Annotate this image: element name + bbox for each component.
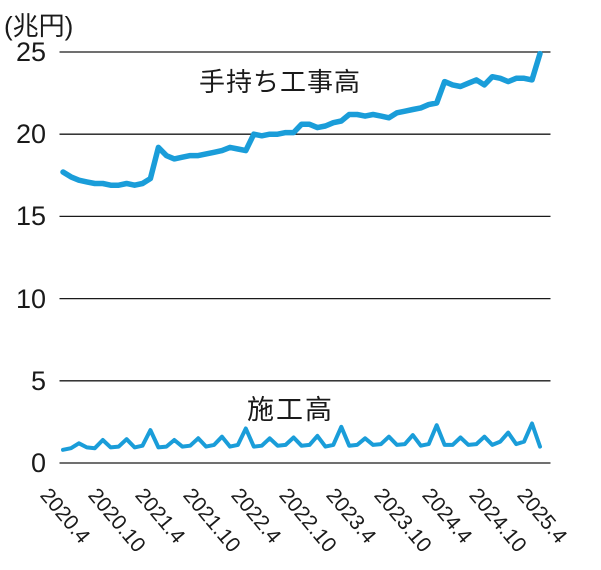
y-axis-unit-label: (兆円)	[4, 11, 74, 41]
series-label-backlog: 手持ち工事高	[199, 67, 362, 97]
y-tick-label-15: 15	[15, 201, 46, 232]
y-tick-label-25: 25	[15, 37, 46, 67]
y-tick-label-20: 20	[15, 119, 46, 150]
y-tick-label-0: 0	[30, 448, 46, 478]
volume-line	[61, 421, 542, 452]
series-label-volume: 施工高	[247, 395, 334, 425]
y-tick-label-10: 10	[15, 283, 46, 314]
backlog-line	[60, 50, 543, 188]
y-tick-label-5: 5	[30, 365, 46, 396]
